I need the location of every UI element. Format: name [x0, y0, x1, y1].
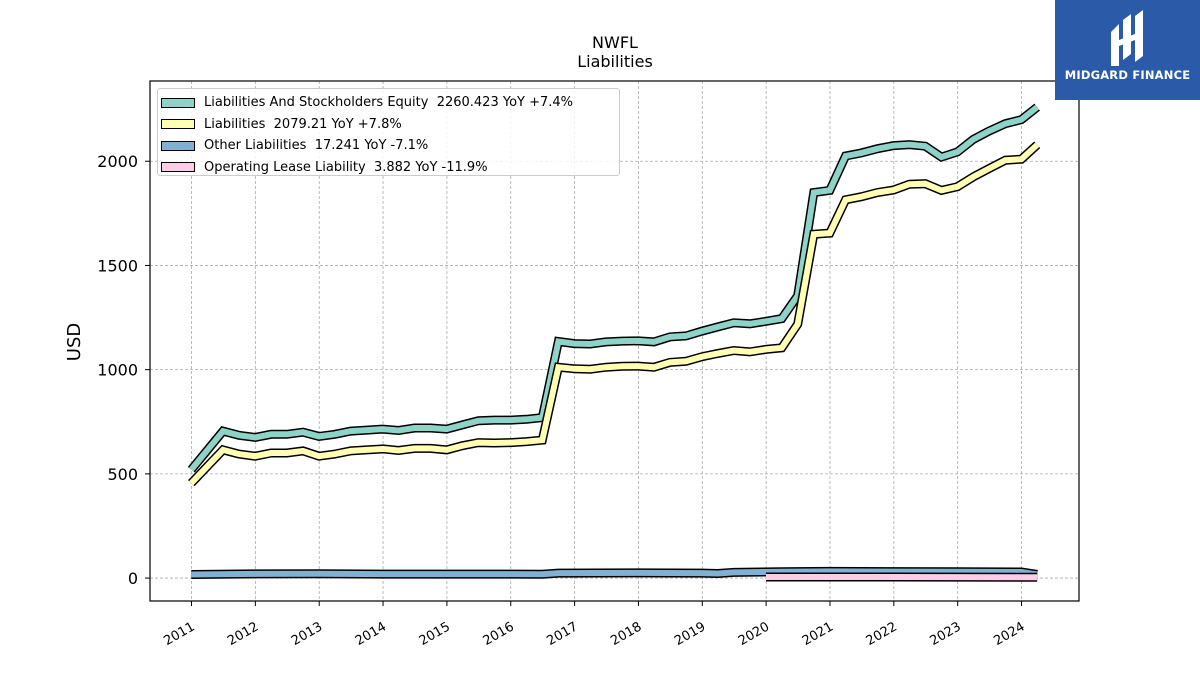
brand-logo: MIDGARD FINANCE	[1055, 0, 1200, 100]
legend-item: Operating Lease Liability 3.882 YoY -11.…	[158, 157, 619, 179]
legend-item: Liabilities And Stockholders Equity 2260…	[158, 92, 619, 114]
chart-subtitle: Liabilities	[577, 52, 653, 71]
series-line	[191, 568, 1038, 578]
y-tick-label: 1000	[97, 361, 138, 380]
legend-label: Operating Lease Liability 3.882 YoY -11.…	[204, 159, 488, 175]
legend: Liabilities And Stockholders Equity 2260…	[157, 88, 620, 176]
x-tick-label: 2021	[800, 619, 836, 649]
x-tick-label: 2022	[864, 619, 900, 649]
legend-item: Other Liabilities 17.241 YoY -7.1%	[158, 135, 619, 157]
legend-swatch	[161, 162, 195, 173]
x-tick-label: 2014	[353, 619, 389, 649]
y-axis-label: USD	[64, 323, 85, 361]
chart-title: NWFL	[592, 33, 638, 52]
legend-label: Liabilities 2079.21 YoY +7.8%	[204, 116, 402, 132]
x-tick-label: 2018	[608, 619, 644, 649]
y-tick-label: 1500	[97, 256, 138, 275]
logo-mark-icon	[1111, 10, 1143, 66]
brand-name: MIDGARD FINANCE	[1064, 68, 1191, 82]
legend-swatch	[161, 97, 195, 108]
legend-swatch	[161, 119, 195, 130]
series-line	[189, 142, 1040, 486]
legend-item: Liabilities 2079.21 YoY +7.8%	[158, 114, 619, 136]
legend-label: Other Liabilities 17.241 YoY -7.1%	[204, 138, 429, 154]
x-tick-label: 2011	[161, 619, 197, 649]
x-tick-label: 2017	[544, 619, 580, 649]
x-tick-label: 2024	[991, 619, 1027, 649]
x-tick-label: 2023	[928, 619, 964, 649]
plot-frame	[149, 80, 1080, 602]
legend-label: Liabilities And Stockholders Equity 2260…	[204, 95, 574, 111]
y-tick-label: 0	[128, 569, 138, 588]
y-tick-label: 2000	[97, 152, 138, 171]
x-tick-label: 2012	[225, 619, 261, 649]
x-tick-label: 2013	[289, 619, 325, 649]
legend-swatch	[161, 140, 195, 151]
x-tick-label: 2015	[417, 619, 453, 649]
series-line	[188, 104, 1040, 472]
x-tick-label: 2020	[736, 619, 772, 649]
y-tick-label: 500	[107, 465, 138, 484]
series-layer	[187, 103, 1041, 582]
x-tick-label: 2019	[672, 619, 708, 649]
x-tick-label: 2016	[481, 619, 517, 649]
